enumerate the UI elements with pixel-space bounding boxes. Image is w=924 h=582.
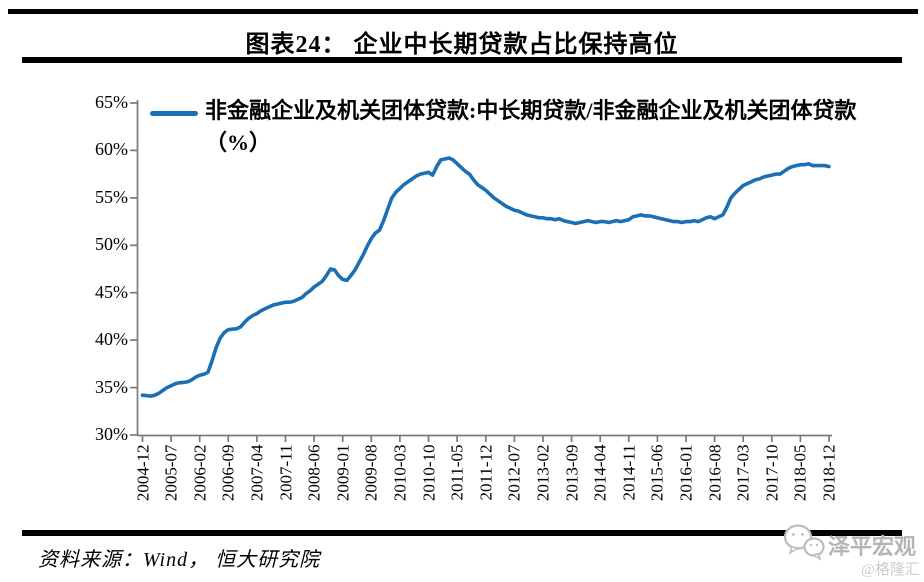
watermark-brand: 泽平宏观 xyxy=(828,534,917,559)
x-tick-label: 2012-07 xyxy=(504,444,524,502)
title-divider xyxy=(22,57,902,63)
watermark-credit: @格隆汇 xyxy=(861,562,920,578)
x-tick-label: 2018-05 xyxy=(790,444,810,502)
x-tick-label: 2011-12 xyxy=(476,444,496,501)
source-note: 资料来源：Wind， 恒大研究院 xyxy=(38,549,321,571)
y-tick-label: 35% xyxy=(95,376,128,397)
bottom-divider xyxy=(22,530,902,536)
x-tick-label: 2016-08 xyxy=(705,444,725,502)
y-tick-label: 55% xyxy=(95,186,128,207)
legend-line-swatch xyxy=(150,111,198,116)
y-tick-label: 45% xyxy=(95,281,128,302)
chart-title: 图表24： 企业中长期贷款占比保持高位 xyxy=(245,32,679,58)
y-tick-label: 30% xyxy=(95,424,128,444)
x-tick-label: 2010-03 xyxy=(390,444,410,502)
y-tick-label: 65% xyxy=(95,92,128,112)
x-tick-label: 2015-06 xyxy=(647,444,667,502)
wechat-bubbles-icon xyxy=(783,524,825,561)
x-tick-label: 2009-08 xyxy=(361,444,381,502)
y-tick-label: 60% xyxy=(95,139,128,160)
x-tick-label: 2013-02 xyxy=(533,444,553,502)
x-tick-label: 2009-01 xyxy=(333,444,353,502)
x-tick-label: 2016-01 xyxy=(676,444,696,502)
x-tick-label: 2010-10 xyxy=(419,444,439,502)
x-tick-label: 2011-05 xyxy=(447,444,467,501)
x-tick-label: 2014-04 xyxy=(590,444,610,502)
axes xyxy=(130,100,832,442)
top-divider xyxy=(8,9,918,14)
x-tick-label: 2017-10 xyxy=(762,444,782,502)
y-tick-label: 50% xyxy=(95,234,128,255)
x-tick-label: 2017-03 xyxy=(733,444,753,502)
x-tick-label: 2013-09 xyxy=(562,444,582,502)
legend-label: 非金融企业及机关团体贷款:中长期贷款/非金融企业及机关团体贷款（%） xyxy=(205,98,857,155)
y-tick-label: 40% xyxy=(95,329,128,350)
x-tick-label: 2014-11 xyxy=(619,444,639,501)
data-line xyxy=(140,156,831,398)
